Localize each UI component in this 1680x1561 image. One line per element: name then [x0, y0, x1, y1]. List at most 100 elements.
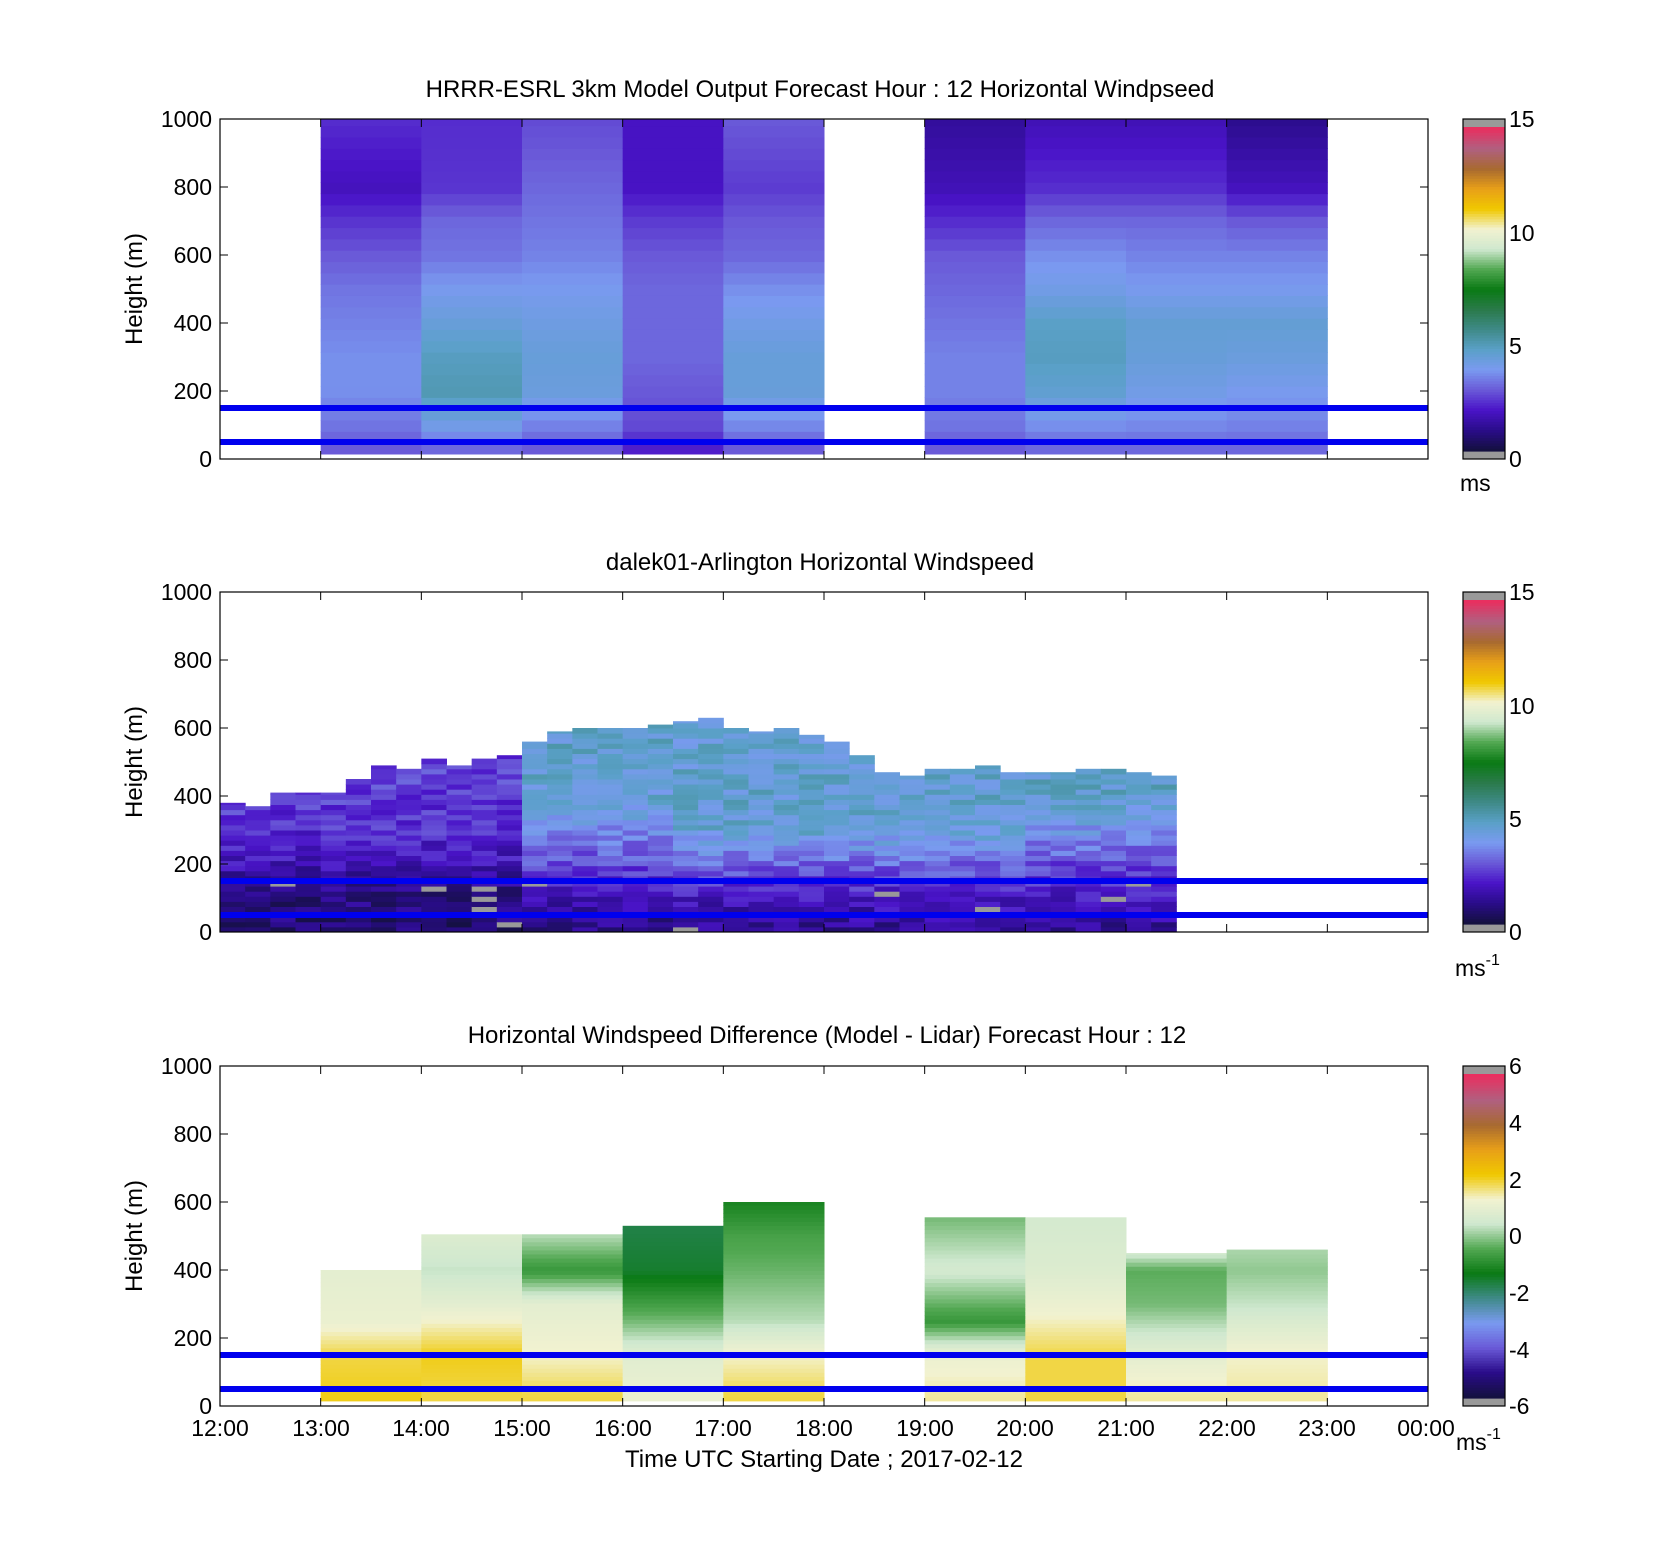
- colorbar-step: [1463, 391, 1505, 395]
- heatmap-cell: [1226, 1311, 1328, 1316]
- heatmap-cell: [622, 1380, 724, 1386]
- heatmap-cell: [1000, 850, 1026, 856]
- heatmap-cell: [547, 779, 573, 785]
- heatmap-cell: [522, 1298, 624, 1304]
- heatmap-cell: [723, 763, 749, 770]
- heatmap-cell: [899, 830, 926, 836]
- heatmap-cell: [748, 763, 775, 770]
- heatmap-cell: [723, 1356, 825, 1361]
- heatmap-cell: [421, 789, 447, 795]
- heatmap-cell: [320, 1360, 422, 1365]
- heatmap-cell: [471, 886, 498, 892]
- heatmap-cell: [220, 891, 246, 897]
- heatmap-cell: [1000, 921, 1026, 928]
- heatmap-data: [320, 119, 1328, 455]
- heatmap-cell: [748, 870, 775, 877]
- colorbar-step: [1463, 407, 1505, 412]
- heatmap-cell: [748, 850, 775, 856]
- heatmap-cell: [547, 819, 573, 826]
- colorbar-step: [1463, 691, 1505, 696]
- colorbar-step: [1463, 686, 1505, 690]
- heatmap-cell: [345, 794, 372, 800]
- heatmap-cell: [572, 865, 598, 872]
- heatmap-cell: [622, 119, 724, 127]
- heatmap-cell: [597, 753, 624, 760]
- heatmap-cell: [220, 845, 246, 851]
- colorbar-step: [1463, 672, 1505, 677]
- colorbar-step: [1463, 356, 1505, 360]
- heatmap-cell: [572, 840, 598, 846]
- heatmap-cell: [849, 814, 875, 821]
- heatmap-cell: [522, 870, 548, 877]
- heatmap-cell: [1000, 799, 1026, 805]
- heatmap-cell: [421, 193, 523, 206]
- heatmap-cell: [924, 1335, 1026, 1341]
- heatmap-cell: [245, 809, 271, 816]
- colorbar-step: [1463, 210, 1505, 214]
- heatmap-cell: [1126, 1343, 1228, 1349]
- heatmap-cell: [547, 794, 573, 800]
- heatmap-cell: [597, 901, 624, 907]
- colorbar-step: [1463, 278, 1505, 282]
- heatmap-cell: [899, 789, 926, 795]
- heatmap-cell: [924, 340, 1026, 353]
- heatmap-cell: [723, 1258, 825, 1263]
- heatmap-cell: [421, 1323, 523, 1328]
- heatmap-cell: [270, 824, 296, 831]
- y-tick-label: 800: [174, 647, 212, 673]
- heatmap-cell: [723, 408, 825, 421]
- colorbar-step: [1463, 275, 1505, 279]
- heatmap-cell: [798, 768, 825, 775]
- colorbar-step: [1463, 689, 1505, 693]
- colorbar-step: [1463, 1198, 1505, 1202]
- colorbar-step: [1463, 1111, 1505, 1116]
- heatmap-cell: [1000, 773, 1026, 780]
- heatmap-cell: [1126, 119, 1228, 127]
- heatmap-cell: [1226, 1323, 1328, 1328]
- heatmap-cell: [975, 804, 1001, 811]
- colorbar-step: [1463, 899, 1505, 903]
- heatmap-cell: [522, 250, 624, 263]
- colorbar-step: [1463, 1149, 1505, 1153]
- heatmap-cell: [1100, 830, 1127, 836]
- heatmap-cell: [1126, 1266, 1228, 1271]
- y-axis-label: Height (m): [121, 1180, 148, 1292]
- colorbar-step: [1463, 816, 1505, 820]
- heatmap-cell: [597, 824, 624, 831]
- heatmap-cell: [647, 921, 674, 928]
- heatmap-cell: [1050, 835, 1077, 841]
- heatmap-cell: [522, 768, 548, 775]
- heatmap-cell: [647, 758, 674, 765]
- heatmap-cell: [1025, 845, 1051, 851]
- colorbar-step: [1463, 878, 1505, 882]
- heatmap-cell: [874, 835, 900, 841]
- heatmap-cell: [723, 227, 825, 240]
- heatmap-cell: [698, 763, 724, 770]
- heatmap-cell: [345, 870, 372, 877]
- heatmap-cell: [723, 1221, 825, 1226]
- heatmap-cell: [1226, 1356, 1328, 1361]
- heatmap-cell: [723, 1249, 825, 1255]
- heatmap-cell: [849, 926, 875, 933]
- heatmap-cell: [1126, 204, 1228, 217]
- heatmap-cell: [824, 758, 850, 765]
- heatmap-cell: [673, 891, 699, 897]
- heatmap-cell: [824, 753, 850, 760]
- heatmap-cell: [949, 855, 976, 862]
- heatmap-cell: [924, 1343, 1026, 1349]
- heatmap-cell: [1025, 1339, 1127, 1345]
- heatmap-cell: [1075, 870, 1102, 877]
- heatmap-cell: [622, 159, 724, 172]
- heatmap-cell: [320, 1343, 422, 1349]
- heatmap-cell: [547, 845, 573, 851]
- heatmap-cell: [1126, 227, 1228, 240]
- colorbar-step: [1463, 648, 1505, 652]
- heatmap-cell: [547, 891, 573, 897]
- heatmap-cell: [371, 835, 397, 841]
- heatmap-cell: [949, 814, 976, 821]
- heatmap-cell: [1126, 1347, 1228, 1353]
- heatmap-cell: [899, 835, 926, 841]
- heatmap-cell: [622, 1323, 724, 1328]
- heatmap-cell: [673, 763, 699, 770]
- heatmap-cell: [924, 419, 1026, 432]
